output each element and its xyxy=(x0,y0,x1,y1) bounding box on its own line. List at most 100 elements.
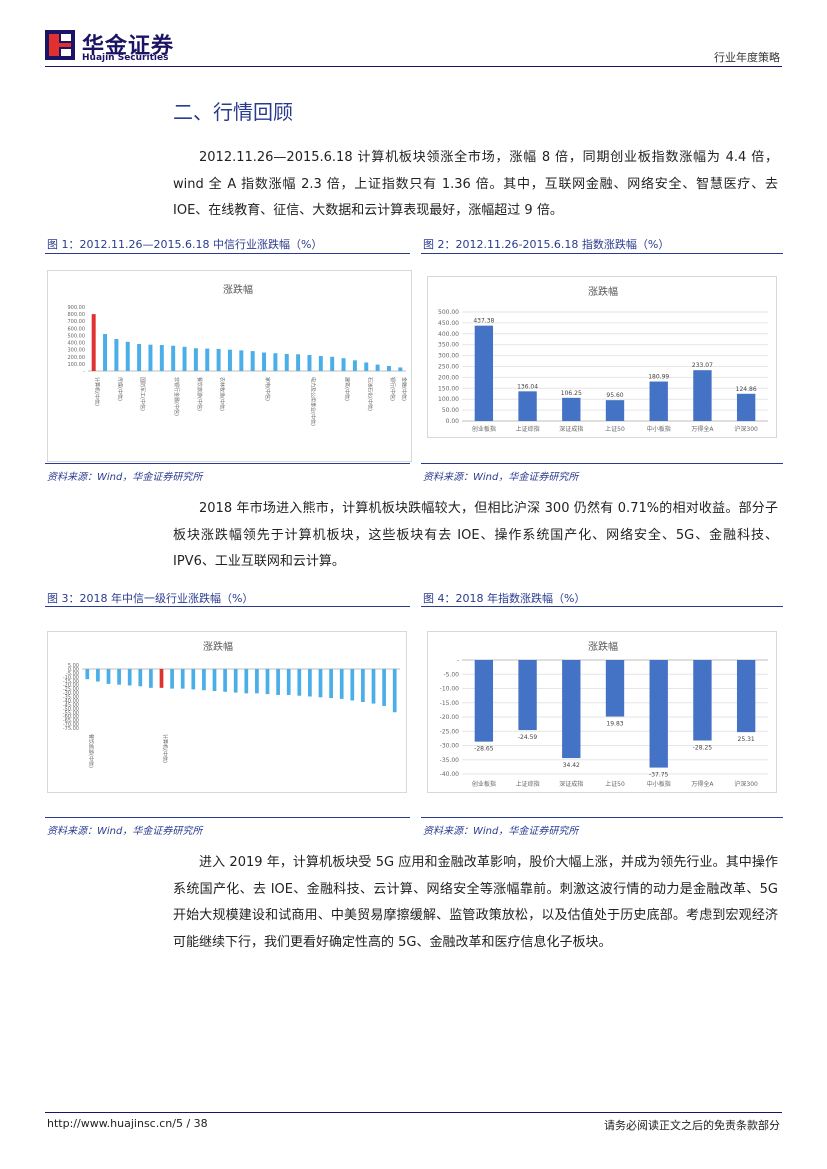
bar xyxy=(117,668,121,685)
y-tick-label: 200.00 xyxy=(68,355,86,361)
bar xyxy=(182,346,187,371)
y-tick-label: -25.00 xyxy=(63,687,79,693)
bar xyxy=(649,660,668,768)
bar xyxy=(255,668,259,694)
source-4-line xyxy=(421,817,783,818)
bar xyxy=(474,325,494,421)
category-label: 石油石化(中信) xyxy=(366,377,373,411)
category-label: 上证50 xyxy=(605,780,625,788)
bar xyxy=(330,356,335,371)
y-tick-label: -5.00 xyxy=(66,671,79,677)
bar xyxy=(276,668,280,695)
y-tick-label: -20.00 xyxy=(63,683,79,689)
y-tick-label: -40.00 xyxy=(440,771,460,778)
y-tick-label: 5.00 xyxy=(68,663,79,669)
bar xyxy=(114,339,119,371)
data-label: 106.25 xyxy=(561,390,582,397)
bar xyxy=(341,358,346,371)
y-tick-label: -60.00 xyxy=(63,714,79,720)
bar xyxy=(364,362,369,371)
bar xyxy=(212,668,217,691)
y-tick-label: -15.00 xyxy=(440,700,460,707)
bar xyxy=(605,400,625,421)
bar xyxy=(250,351,255,371)
chart-title: 涨跌幅 xyxy=(203,640,233,653)
bar xyxy=(159,668,164,688)
bar xyxy=(205,348,210,371)
paragraph-1: 2012.11.26—2015.6.18 计算机板块领涨全市场，涨幅 8 倍，同… xyxy=(173,150,778,218)
bar xyxy=(180,668,185,689)
chart-title: 涨跌幅 xyxy=(588,285,618,298)
category-label: 中小板指 xyxy=(647,780,671,788)
chart-title: 涨跌幅 xyxy=(223,283,253,296)
y-tick-label: -35.00 xyxy=(63,695,79,701)
category-label: 深证成指 xyxy=(559,780,583,788)
category-label: 沪深300 xyxy=(734,780,758,788)
figure-4-source: 资料来源：Wind，华金证券研究所 xyxy=(423,826,579,837)
category-label: 万得全A xyxy=(691,425,714,433)
y-tick-label: -5.00 xyxy=(443,671,459,678)
footer-url-page[interactable]: http://www.huajinsc.cn/5 / 38 xyxy=(47,1117,208,1130)
bar xyxy=(352,360,357,371)
bar xyxy=(386,366,391,371)
data-label: 233.07 xyxy=(692,362,713,369)
bar xyxy=(307,355,312,371)
y-tick-label: 400.00 xyxy=(438,331,459,338)
y-tick-label: -30.00 xyxy=(63,691,79,697)
bar xyxy=(233,668,238,693)
chart-3-industry-2018: 涨跌幅 5.000.00-5.00-10.00-15.00-20.00-25.00… xyxy=(63,640,400,768)
category-label: 计算机(中信) xyxy=(162,734,169,763)
figure-1-caption-line xyxy=(45,253,410,254)
data-label: 19.83 xyxy=(606,721,623,728)
category-label: 建筑(中信) xyxy=(344,377,351,401)
footer-disclaimer: 请务必阅读正文之后的免责条款部分 xyxy=(604,1119,780,1132)
source-2-line xyxy=(421,463,783,464)
bar xyxy=(273,353,278,371)
paragraph-3: 进入 2019 年，计算机板块受 5G 应用和金融改革影响，股价大幅上涨，并成为… xyxy=(173,855,778,950)
y-tick-label: 200.00 xyxy=(438,374,459,381)
category-label: 金融(中信) xyxy=(400,377,407,401)
category-label: 传媒(中信) xyxy=(116,377,123,401)
category-label: 家电(中信) xyxy=(264,377,271,401)
bar xyxy=(265,668,270,695)
bar xyxy=(693,370,712,421)
bar xyxy=(329,668,333,699)
category-label: 上证综指 xyxy=(516,425,540,433)
figure-3-caption-line xyxy=(45,606,410,607)
category-label: 非银行金融(中信) xyxy=(173,377,180,416)
category-label: 电力及公用事业(中信) xyxy=(309,377,316,426)
footer-divider xyxy=(45,1112,782,1113)
bar xyxy=(318,356,323,371)
chart-4-frame: 涨跌幅 - -5.00 -10.00 -15.00 -20.00 -25.00 -30.00 -… xyxy=(427,631,777,793)
y-tick-label: 400.00 xyxy=(68,341,86,347)
category-label: 餐饮旅游(中信) xyxy=(196,377,203,411)
data-label: 437.38 xyxy=(473,318,494,325)
bar xyxy=(286,668,291,695)
bar xyxy=(518,660,537,731)
figure-1-caption: 图 1：2012.11.26—2015.6.18 中信行业涨跌幅（%） xyxy=(47,238,323,251)
chart-4-index-2018: 涨跌幅 - -5.00 -10.00 -15.00 -20.00 -25.00 -30.00 -… xyxy=(440,640,768,788)
chart-3-frame: 涨跌幅 5.00 0.00 -5.00 -10.00 -15.00 -20.00 -25.00… xyxy=(47,631,407,793)
bar xyxy=(562,397,581,421)
y-tick-label: 350.00 xyxy=(438,342,459,349)
category-label: 上证50 xyxy=(605,425,625,433)
y-tick-label: -20.00 xyxy=(440,714,460,721)
y-tick-label: 450.00 xyxy=(438,320,459,327)
data-label: 34.42 xyxy=(563,762,580,769)
figure-3-source: 资料来源：Wind，华金证券研究所 xyxy=(47,826,203,837)
bar xyxy=(193,348,198,371)
header-divider xyxy=(45,66,782,67)
bar xyxy=(350,668,355,701)
category-label: 中小板指 xyxy=(647,425,671,433)
bar xyxy=(171,345,176,371)
source-1-line xyxy=(45,463,410,464)
bar xyxy=(736,393,756,421)
bar xyxy=(85,668,90,680)
y-tick-label: 50.00 xyxy=(442,407,459,414)
bar xyxy=(284,353,289,371)
report-type: 行业年度策略 xyxy=(714,51,780,64)
bar xyxy=(398,367,403,371)
chart-title: 涨跌幅 xyxy=(588,640,618,653)
bar xyxy=(96,668,100,682)
figure-4-caption: 图 4：2018 年指数涨跌幅（%） xyxy=(423,592,586,605)
